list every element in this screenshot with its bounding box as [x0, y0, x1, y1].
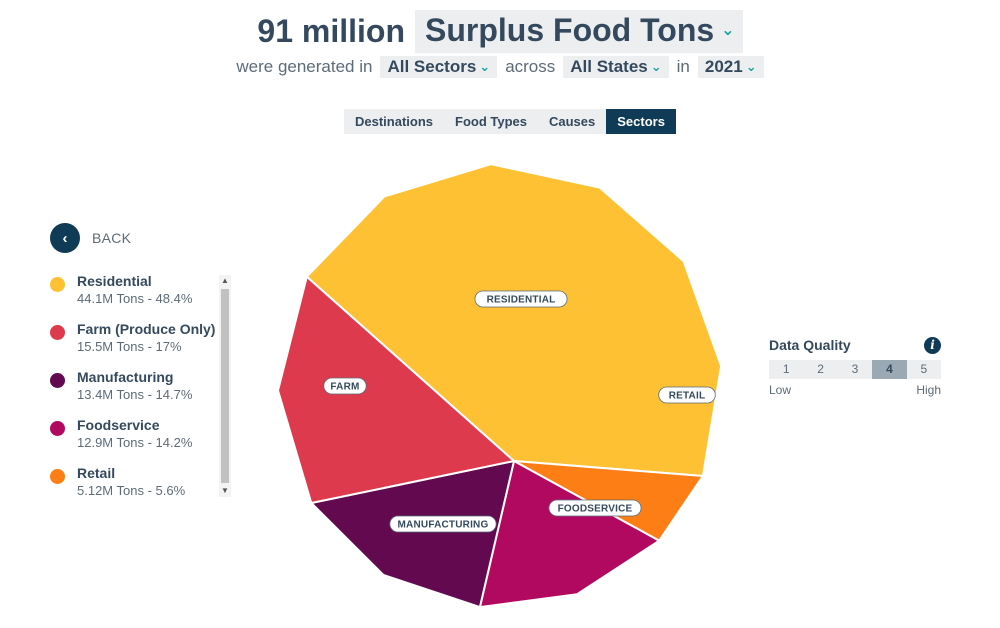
pie-slice-residential[interactable]	[305, 163, 723, 477]
legend-dot	[50, 277, 65, 292]
phrase-in: in	[676, 57, 690, 76]
legend-item-retail[interactable]: Retail 5.12M Tons - 5.6%	[50, 464, 218, 512]
back-button[interactable]: ‹ BACK	[50, 223, 131, 253]
pie-slice-farm[interactable]	[277, 275, 515, 504]
tab-food-types[interactable]: Food Types	[444, 109, 538, 134]
legend-dot	[50, 421, 65, 436]
legend-dot	[50, 469, 65, 484]
legend-item-foodservice[interactable]: Foodservice 12.9M Tons - 14.2%	[50, 416, 218, 464]
tab-destinations[interactable]: Destinations	[344, 109, 445, 134]
legend: Residential 44.1M Tons - 48.4% Farm (Pro…	[50, 272, 218, 512]
sector-dropdown-label: All Sectors	[387, 57, 477, 76]
dq-high-label: High	[916, 383, 941, 397]
dq-step: 3	[837, 360, 873, 379]
legend-value: 13.4M Tons - 14.7%	[77, 387, 193, 402]
metric-dropdown[interactable]: Surplus Food Tons ⌄	[415, 9, 743, 53]
legend-name: Foodservice	[77, 417, 160, 433]
phrase-across: across	[505, 57, 556, 76]
legend-item-farm[interactable]: Farm (Produce Only) 15.5M Tons - 17%	[50, 320, 218, 368]
pie-label-manufacturing: MANUFACTURING	[389, 515, 497, 533]
legend-dot	[50, 325, 65, 340]
legend-value: 44.1M Tons - 48.4%	[77, 291, 193, 306]
legend-value: 12.9M Tons - 14.2%	[77, 435, 193, 450]
year-dropdown-label: 2021	[704, 57, 743, 76]
total-amount: 91 million	[257, 12, 406, 49]
state-dropdown[interactable]: All States ⌄	[563, 56, 669, 78]
metric-dropdown-label: Surplus Food Tons	[425, 11, 715, 48]
scroll-down-icon[interactable]: ▼	[221, 486, 229, 495]
svg-text:MANUFACTURING: MANUFACTURING	[398, 520, 489, 531]
tab-causes[interactable]: Causes	[538, 109, 607, 134]
pie-label-residential: RESIDENTIAL	[474, 290, 568, 308]
dq-step: 5	[906, 360, 942, 379]
back-label: BACK	[92, 230, 132, 246]
legend-item-manufacturing[interactable]: Manufacturing 13.4M Tons - 14.7%	[50, 368, 218, 416]
year-dropdown[interactable]: 2021 ⌄	[697, 56, 764, 78]
legend-name: Farm (Produce Only)	[77, 321, 216, 337]
state-dropdown-label: All States	[570, 57, 648, 76]
pie-label-farm: FARM	[323, 377, 367, 395]
data-quality-scale: 1 2 3 4 5	[769, 360, 942, 379]
chevron-left-icon: ‹	[50, 223, 80, 253]
chevron-down-icon: ⌄	[721, 22, 735, 39]
legend-item-residential[interactable]: Residential 44.1M Tons - 48.4%	[50, 272, 218, 320]
dq-step: 4	[872, 360, 907, 379]
svg-text:RESIDENTIAL: RESIDENTIAL	[487, 295, 556, 306]
dq-step: 2	[803, 360, 838, 379]
legend-name: Residential	[77, 273, 152, 289]
data-quality-panel: Data Quality i 1 2 3 4 5 Low High	[769, 336, 942, 397]
chevron-down-icon: ⌄	[479, 59, 491, 74]
pie-label-foodservice: FOODSERVICE	[548, 499, 642, 517]
legend-name: Manufacturing	[77, 369, 174, 385]
legend-scrollbar[interactable]: ▲ ▼	[219, 275, 231, 497]
svg-text:RETAIL: RETAIL	[669, 391, 706, 402]
tab-sectors[interactable]: Sectors	[606, 109, 676, 134]
svg-text:FARM: FARM	[330, 382, 359, 393]
data-quality-title: Data Quality	[769, 337, 851, 353]
info-icon[interactable]: i	[924, 336, 941, 354]
legend-value: 15.5M Tons - 17%	[77, 339, 182, 354]
headline: 91 million Surplus Food Tons ⌄ were gener…	[0, 6, 1000, 78]
pie-label-retail: RETAIL	[658, 386, 716, 404]
svg-text:FOODSERVICE: FOODSERVICE	[558, 504, 633, 515]
legend-value: 5.12M Tons - 5.6%	[77, 483, 186, 498]
chevron-down-icon: ⌄	[650, 59, 662, 74]
view-tabs: Destinations Food Types Causes Sectors	[344, 109, 676, 134]
dq-step: 1	[769, 360, 804, 379]
legend-dot	[50, 373, 65, 388]
sector-dropdown[interactable]: All Sectors ⌄	[380, 56, 498, 78]
dq-low-label: Low	[769, 383, 792, 397]
phrase-generated: were generated in	[236, 57, 373, 76]
chevron-down-icon: ⌄	[745, 59, 757, 74]
scroll-up-icon[interactable]: ▲	[221, 276, 229, 285]
legend-name: Retail	[77, 465, 116, 481]
scroll-thumb[interactable]	[221, 289, 229, 483]
